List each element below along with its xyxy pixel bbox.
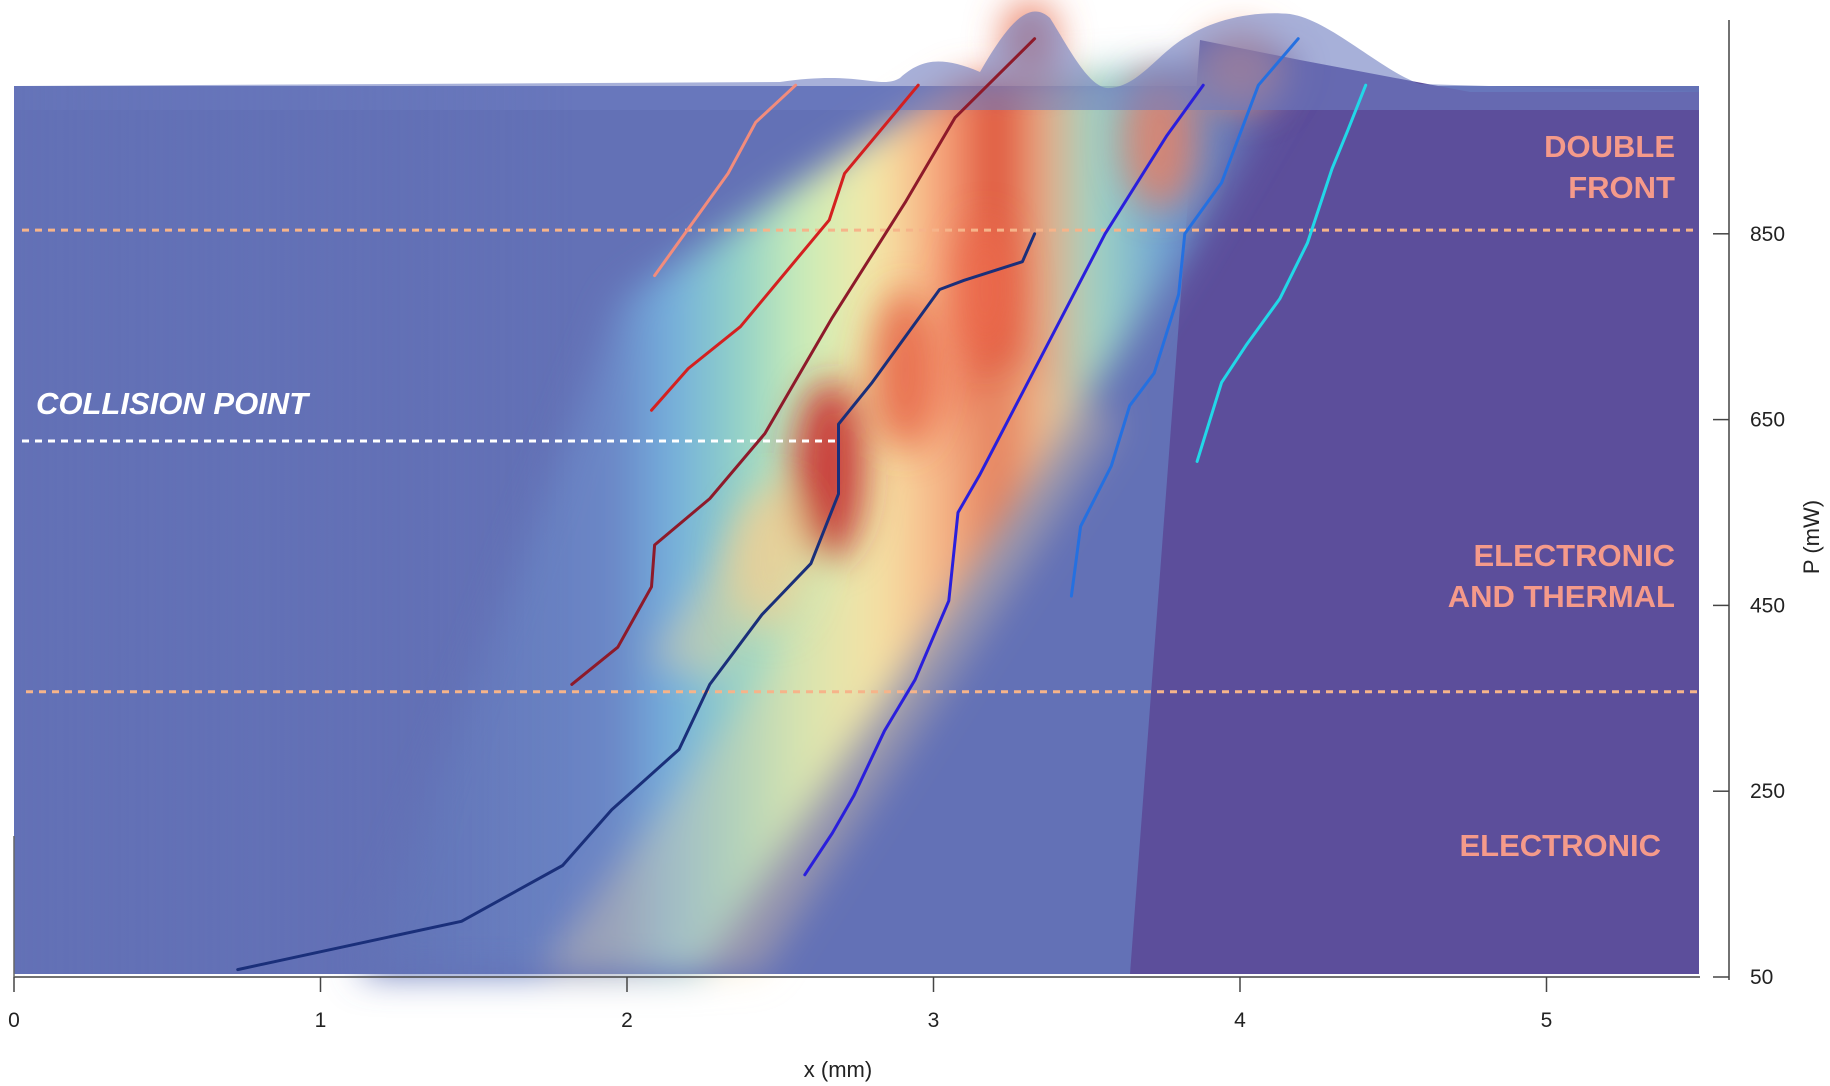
series-line-1 bbox=[650, 83, 920, 412]
surface-top-edge bbox=[14, 11, 1699, 111]
x-tick-label: 0 bbox=[8, 1009, 20, 1032]
y-axis-ticks: 50 250 450 650 850 bbox=[1713, 223, 1785, 989]
region-label-double-front-line2: FRONT bbox=[1568, 170, 1675, 205]
x-tick-label: 4 bbox=[1234, 1009, 1246, 1032]
collision-point-label: COLLISION POINT bbox=[36, 386, 311, 421]
y-tick-label: 50 bbox=[1750, 966, 1773, 989]
series-lines bbox=[236, 37, 1368, 972]
region-label-electronic-thermal-line1: ELECTRONIC bbox=[1474, 538, 1676, 573]
y-tick-label: 250 bbox=[1750, 780, 1785, 803]
series-line-6 bbox=[1195, 83, 1368, 463]
region-label-electronic: ELECTRONIC bbox=[1460, 828, 1662, 863]
region-label-double-front-line1: DOUBLE bbox=[1544, 129, 1675, 164]
x-axis-ticks: 0 1 2 3 4 5 bbox=[8, 977, 1552, 1032]
x-tick-label: 1 bbox=[315, 1009, 327, 1032]
x-tick-label: 3 bbox=[928, 1009, 940, 1032]
reference-lines bbox=[22, 228, 1699, 694]
surface-left-fade bbox=[14, 86, 574, 974]
series-line-5 bbox=[1069, 37, 1300, 598]
x-tick-label: 5 bbox=[1541, 1009, 1553, 1032]
series-line-4 bbox=[803, 83, 1205, 877]
series-line-0 bbox=[653, 83, 798, 278]
y-tick-label: 450 bbox=[1750, 594, 1785, 617]
x-axis-label: x (mm) bbox=[804, 1057, 872, 1082]
y-tick-label: 850 bbox=[1750, 223, 1785, 246]
y-tick-label: 650 bbox=[1750, 409, 1785, 432]
y-axis-label: P (mW) bbox=[1799, 500, 1824, 574]
region-label-electronic-thermal-line2: AND THERMAL bbox=[1448, 579, 1675, 614]
series-line-2 bbox=[570, 37, 1037, 686]
surface-right-dark bbox=[1130, 40, 1699, 974]
x-tick-label: 2 bbox=[621, 1009, 633, 1032]
series-line-3 bbox=[236, 232, 1037, 972]
